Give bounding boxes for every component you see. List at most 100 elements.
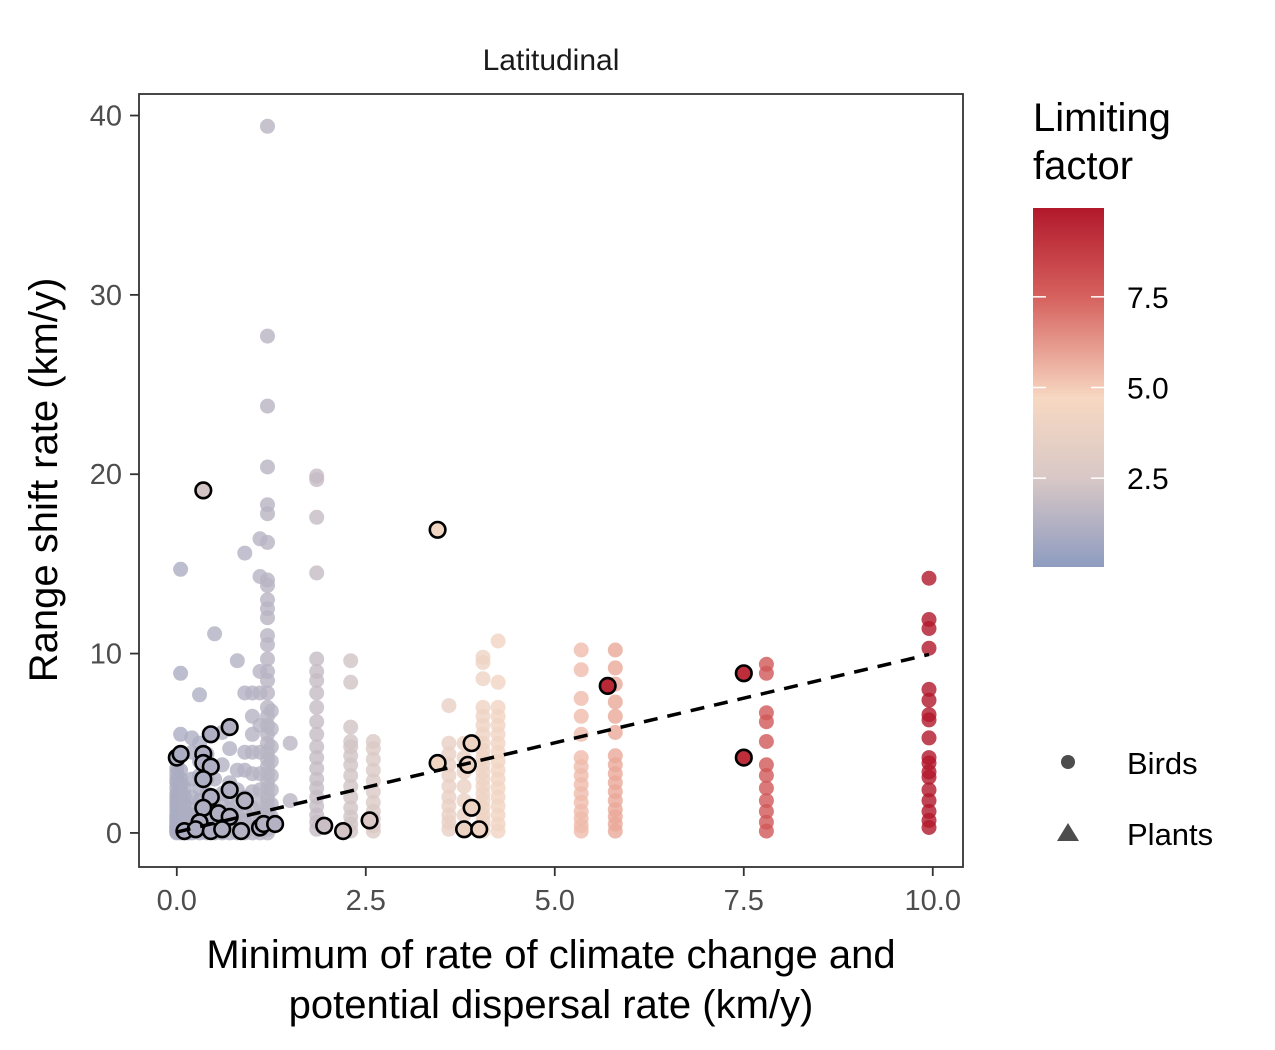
data-point (921, 692, 937, 708)
data-point (365, 794, 381, 810)
data-point (260, 572, 275, 588)
data-point (207, 626, 223, 642)
data-point (758, 757, 774, 773)
data-point (573, 708, 589, 724)
data-point (260, 592, 275, 608)
data-point (475, 699, 491, 715)
outlined-data-point (194, 769, 213, 789)
data-point (229, 653, 245, 669)
outlined-data-point (315, 816, 334, 835)
trend-line (176, 652, 930, 834)
data-point (607, 708, 623, 724)
data-point (263, 721, 279, 737)
data-point (343, 719, 359, 735)
color-legend-title-line-1: Limiting (1033, 96, 1171, 140)
shape-legend: Birds Plants (1057, 746, 1213, 852)
outlined-data-point (213, 820, 232, 839)
data-point (343, 674, 359, 690)
outlined-data-point (171, 744, 190, 764)
outlined-data-point (360, 811, 379, 830)
data-point (921, 612, 937, 627)
data-point (309, 699, 325, 715)
data-point (309, 664, 325, 679)
data-point (758, 814, 774, 830)
data-point (173, 665, 189, 681)
data-point (490, 674, 506, 690)
color-legend: Limiting factor 2.5 5.0 7.5 (1033, 96, 1171, 567)
x-tick-label: 7.5 (724, 885, 764, 917)
data-point (192, 687, 207, 703)
data-point (921, 782, 937, 798)
outlined-data-point (334, 821, 353, 841)
data-point (260, 398, 275, 414)
data-point (365, 734, 381, 749)
data-point (365, 751, 381, 767)
data-point (260, 664, 275, 679)
data-point (260, 118, 275, 134)
data-point (573, 690, 589, 706)
data-point (758, 768, 774, 783)
x-tick-label: 10.0 (905, 885, 961, 917)
data-point (263, 703, 279, 719)
x-axis: 0.0 2.5 5.0 7.5 10.0 (157, 867, 961, 917)
data-point (758, 793, 774, 809)
data-point (309, 739, 325, 755)
outlined-data-point (235, 791, 254, 810)
colorbar-tick-label: 2.5 (1127, 463, 1169, 496)
data-point (607, 748, 623, 764)
data-point (441, 768, 457, 783)
color-legend-title-line-2: factor (1033, 144, 1133, 188)
data-point (441, 746, 457, 762)
outlined-data-point (470, 820, 489, 839)
y-tick-label: 40 (90, 101, 122, 133)
data-point (758, 705, 774, 721)
data-point (263, 782, 279, 798)
data-point (282, 793, 298, 809)
data-point (758, 656, 774, 672)
y-axis: 0 10 20 30 40 (90, 101, 139, 850)
data-point (921, 681, 937, 697)
data-point (343, 800, 359, 816)
data-point (758, 734, 774, 749)
colorbar-tick-label: 5.0 (1127, 373, 1169, 406)
data-point (607, 642, 623, 658)
outlined-data-point (598, 676, 617, 696)
data-point (921, 750, 937, 766)
outlined-data-point (462, 734, 481, 753)
x-axis-label-line-1: Minimum of rate of climate change and (206, 933, 895, 977)
data-point (260, 685, 275, 701)
data-point (173, 561, 189, 577)
data-point (343, 778, 359, 794)
data-point (173, 726, 189, 742)
x-axis-label-line-2: potential dispersal rate (km/y) (289, 983, 814, 1027)
data-point (237, 545, 253, 561)
data-point (263, 753, 279, 769)
data-point (921, 793, 937, 809)
data-point (343, 653, 359, 669)
data-point (260, 651, 275, 667)
data-point (343, 768, 359, 783)
points-layer (169, 118, 937, 841)
data-point (260, 534, 275, 550)
data-point (263, 739, 279, 755)
data-point (282, 735, 298, 751)
data-point (441, 778, 457, 794)
data-point (573, 662, 589, 678)
colorbar-ticks: 2.5 5.0 7.5 (1033, 282, 1169, 496)
facet-title: Latitudinal (483, 44, 620, 77)
legend-label-birds: Birds (1127, 746, 1198, 781)
data-point (343, 734, 359, 749)
y-tick-label: 0 (106, 818, 122, 850)
data-point (921, 640, 937, 656)
data-point (260, 628, 275, 644)
data-point (309, 685, 325, 701)
data-point (607, 694, 623, 710)
outlined-data-point (232, 821, 251, 841)
legend-label-plants: Plants (1127, 817, 1213, 852)
data-point (456, 778, 472, 794)
y-axis-label: Range shift rate (km/y) (22, 278, 66, 683)
x-tick-label: 2.5 (346, 885, 386, 917)
data-point (921, 707, 937, 723)
data-point (607, 660, 623, 676)
data-point (921, 803, 937, 819)
